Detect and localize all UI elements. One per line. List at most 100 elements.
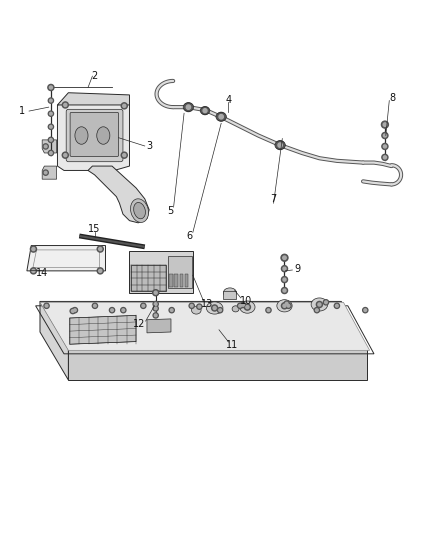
Bar <box>180 274 183 287</box>
Circle shape <box>153 313 158 318</box>
Circle shape <box>43 170 48 175</box>
Circle shape <box>246 305 249 309</box>
Circle shape <box>141 303 146 309</box>
Circle shape <box>186 105 191 109</box>
Circle shape <box>363 308 368 313</box>
Polygon shape <box>68 350 367 380</box>
Circle shape <box>123 104 126 107</box>
Circle shape <box>382 143 388 149</box>
Text: 7: 7 <box>270 194 277 204</box>
Circle shape <box>122 309 125 311</box>
Circle shape <box>184 103 193 111</box>
Circle shape <box>44 171 47 174</box>
Circle shape <box>152 289 159 296</box>
Circle shape <box>276 141 285 149</box>
Text: 14: 14 <box>36 269 48 278</box>
Circle shape <box>284 301 289 306</box>
Circle shape <box>336 304 338 307</box>
Circle shape <box>74 309 76 311</box>
Circle shape <box>110 308 115 313</box>
Circle shape <box>49 139 52 141</box>
Polygon shape <box>40 302 367 350</box>
Circle shape <box>218 308 223 313</box>
Circle shape <box>383 145 386 148</box>
Circle shape <box>323 300 328 305</box>
Circle shape <box>154 314 157 317</box>
Circle shape <box>325 301 327 304</box>
Circle shape <box>281 254 288 261</box>
Circle shape <box>169 308 174 313</box>
Circle shape <box>49 86 53 89</box>
Circle shape <box>32 269 35 272</box>
Circle shape <box>71 310 74 312</box>
Circle shape <box>383 134 386 137</box>
Circle shape <box>237 303 243 309</box>
Polygon shape <box>147 319 171 333</box>
Text: 11: 11 <box>226 340 238 350</box>
Circle shape <box>30 246 36 252</box>
Circle shape <box>32 247 35 251</box>
Circle shape <box>314 308 319 313</box>
Circle shape <box>266 308 271 313</box>
Circle shape <box>282 287 288 294</box>
FancyBboxPatch shape <box>130 251 193 293</box>
Circle shape <box>111 309 113 311</box>
Circle shape <box>99 269 102 272</box>
Ellipse shape <box>232 306 239 312</box>
Circle shape <box>48 150 53 156</box>
Ellipse shape <box>240 301 255 313</box>
Polygon shape <box>70 316 136 344</box>
Text: 2: 2 <box>92 71 98 81</box>
Text: 12: 12 <box>133 319 146 329</box>
Bar <box>174 274 178 287</box>
Polygon shape <box>42 166 57 179</box>
Circle shape <box>283 289 286 292</box>
Circle shape <box>94 304 96 307</box>
Circle shape <box>62 152 68 158</box>
Polygon shape <box>57 93 130 105</box>
Text: 9: 9 <box>294 264 300 273</box>
Bar <box>185 274 188 287</box>
Circle shape <box>382 133 388 139</box>
Bar <box>131 265 166 292</box>
Circle shape <box>97 246 103 252</box>
Circle shape <box>283 267 286 270</box>
Circle shape <box>49 152 52 154</box>
Circle shape <box>286 303 291 309</box>
Circle shape <box>153 302 158 306</box>
Circle shape <box>244 304 251 310</box>
Circle shape <box>170 309 173 311</box>
Bar <box>169 274 173 287</box>
Circle shape <box>278 143 283 147</box>
Circle shape <box>334 303 339 309</box>
Text: 1: 1 <box>18 106 25 116</box>
FancyBboxPatch shape <box>66 109 123 161</box>
Circle shape <box>153 306 158 311</box>
Circle shape <box>383 156 386 159</box>
Circle shape <box>154 303 157 305</box>
Circle shape <box>48 98 53 103</box>
Circle shape <box>191 304 193 307</box>
Circle shape <box>282 277 288 282</box>
Polygon shape <box>88 166 149 223</box>
Circle shape <box>316 302 322 308</box>
Ellipse shape <box>223 288 237 297</box>
Text: 3: 3 <box>146 141 152 151</box>
Circle shape <box>283 256 286 260</box>
Bar <box>223 292 237 299</box>
FancyBboxPatch shape <box>70 112 119 157</box>
FancyBboxPatch shape <box>168 256 192 288</box>
Circle shape <box>219 309 221 311</box>
Ellipse shape <box>311 298 328 311</box>
Text: 4: 4 <box>226 95 232 104</box>
Circle shape <box>242 304 244 306</box>
Circle shape <box>48 111 53 116</box>
Text: 15: 15 <box>88 224 101 234</box>
Text: 5: 5 <box>167 206 173 216</box>
Circle shape <box>212 305 218 311</box>
Polygon shape <box>27 246 106 271</box>
Circle shape <box>197 304 202 309</box>
Circle shape <box>64 103 67 107</box>
Circle shape <box>72 308 78 313</box>
Text: 6: 6 <box>186 231 192 241</box>
